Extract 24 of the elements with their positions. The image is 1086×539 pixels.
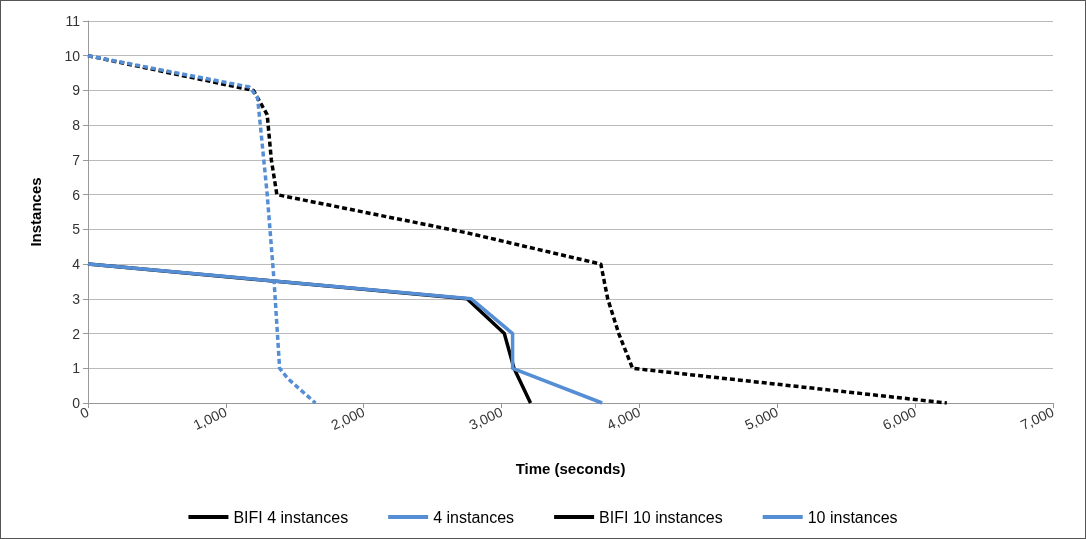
legend-label: BIFI 4 instances	[233, 508, 349, 526]
x-tick-label: 3,000	[466, 403, 506, 434]
x-tick-label: 7,000	[1017, 403, 1057, 434]
y-tick-label: 11	[65, 13, 81, 29]
y-tick-label: 2	[72, 325, 81, 342]
x-axis-title: Time (seconds)	[515, 460, 626, 477]
x-tick-label: 1,000	[190, 403, 230, 434]
x-tick-label: 4,000	[604, 403, 644, 434]
y-tick-label: 5	[72, 221, 81, 238]
y-tick-label: 4	[72, 256, 81, 273]
x-tick-label: 6,000	[880, 403, 919, 434]
y-axis-title: Instances	[27, 177, 44, 247]
y-tick-label: 10	[64, 47, 81, 64]
y-tick-label: 1	[72, 360, 81, 377]
legend-label: 10 instances	[807, 508, 898, 526]
x-tick-label: 5,000	[742, 403, 781, 434]
y-tick-label: 7	[72, 151, 81, 168]
x-tick-label: 2,000	[328, 403, 368, 434]
legend-label: 4 instances	[433, 508, 515, 526]
y-tick-label: 3	[72, 290, 81, 307]
y-tick-label: 6	[72, 186, 81, 203]
y-tick-label: 9	[72, 82, 81, 99]
y-tick-label: 8	[72, 117, 81, 134]
legend-label: BIFI 10 instances	[599, 508, 723, 526]
